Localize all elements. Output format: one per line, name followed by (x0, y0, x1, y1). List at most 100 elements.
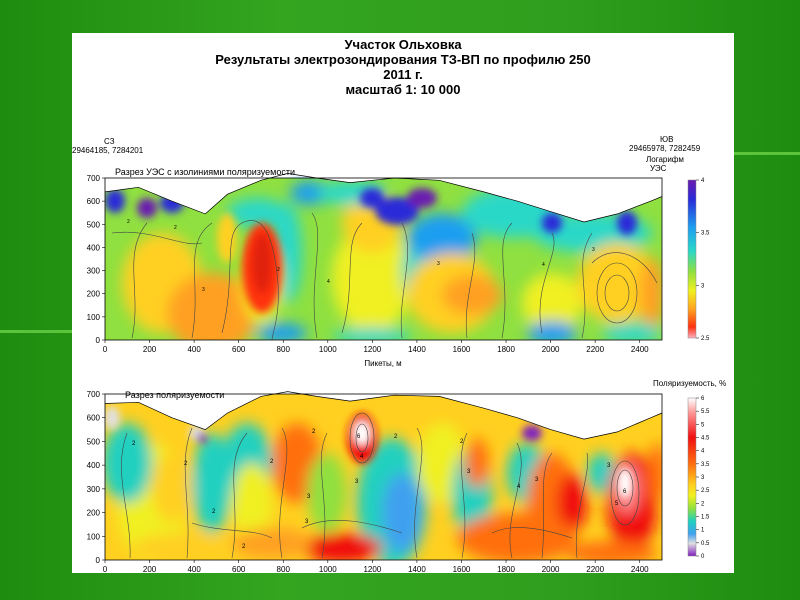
x-tick-label: 2000 (542, 345, 560, 354)
colorbar-b-ticks: 6 5.5 5 4.5 4 3.5 3 2.5 2 1.5 1 0.5 0 (696, 396, 710, 560)
contour-label: 3 (607, 463, 611, 469)
y-tick-label: 500 (87, 437, 101, 446)
contour-label: 3 (202, 287, 205, 293)
resistivity-section: Разрез УЭС с изолиниями поляризуемости (87, 155, 710, 368)
x-tick-label: 800 (277, 565, 291, 573)
colorbar-tick-label: 1.5 (701, 515, 710, 521)
contour-label: 6 (623, 489, 627, 495)
colorbar-tick-label: 2 (701, 501, 705, 507)
title-line-1: Участок Ольховка (344, 37, 462, 52)
colorbar-a (687, 179, 697, 339)
profile-left-coords: 29464185, 7284201 (72, 146, 144, 155)
x-tick-label: 1400 (408, 345, 426, 354)
y-tick-label: 500 (87, 220, 101, 229)
resistivity-isolines (111, 212, 658, 340)
y-tick-label: 400 (87, 461, 101, 470)
x-tick-label: 2200 (586, 565, 604, 573)
x-tick-label: 2200 (586, 345, 604, 354)
x-tick-label: 600 (232, 345, 246, 354)
contour-label: 3 (307, 494, 311, 500)
x-tick-label: 1000 (319, 345, 337, 354)
colorbar-a-title-1: Логарифм (646, 155, 684, 164)
contour-label: 2 (242, 544, 246, 550)
colorbar-tick-label: 3.5 (701, 231, 710, 237)
colorbar-tick-label: 4.5 (701, 436, 710, 442)
title-line-2: Результаты электрозондирования ТЗ-ВП по … (215, 52, 591, 67)
x-tick-label: 1600 (453, 565, 471, 573)
contour-label: 3 (305, 519, 309, 525)
contour-label: 3 (355, 479, 359, 485)
chart-a-xlabel: Пикеты, м (364, 359, 401, 368)
contour-label: 4 (542, 262, 545, 268)
x-tick-label: 1200 (363, 345, 381, 354)
contour-label: 2 (212, 509, 216, 515)
colorbar-tick-label: 1 (701, 528, 705, 534)
x-tick-label: 200 (143, 345, 157, 354)
colorbar-a-ticks: 4 3.5 3 2.5 (696, 178, 710, 342)
y-tick-label: 0 (96, 556, 101, 565)
chart-b-axes: 0 200 400 600 800 1000 1200 1400 1600 1800 2000 220… (87, 390, 650, 573)
figure-panel: Участок Ольховка Результаты электрозонди… (72, 33, 734, 573)
y-tick-label: 100 (87, 532, 101, 541)
x-tick-label: 0 (103, 345, 108, 354)
contour-label: 4 (517, 484, 521, 490)
y-tick-label: 600 (87, 197, 101, 206)
x-tick-label: 2400 (631, 565, 649, 573)
y-tick-label: 300 (87, 485, 101, 494)
profile-right-direction: ЮВ (660, 135, 674, 144)
sections-svg: Разрез УЭС с изолиниями поляризуемости (87, 155, 727, 573)
y-tick-label: 600 (87, 414, 101, 423)
contour-label: 4 (327, 279, 330, 285)
contour-label: 2 (184, 461, 188, 467)
polarizability-section: Разрез поляризуемости Поляризуемость, % (87, 379, 727, 573)
contour-label: 2 (460, 439, 464, 445)
x-tick-label: 1200 (363, 565, 381, 573)
contour-label: 3 (437, 261, 440, 267)
colorbar-a-title-2: УЭС (650, 164, 667, 173)
x-tick-label: 2000 (542, 565, 560, 573)
contour-label: 5 (615, 501, 619, 507)
colorbar-tick-label: 5 (701, 422, 705, 428)
colorbar-tick-label: 2.5 (701, 488, 710, 494)
chart-a-title: Разрез УЭС с изолиниями поляризуемости (115, 167, 295, 177)
colorbar-tick-label: 4 (701, 178, 705, 184)
profile-right-coords: 29465978, 7282459 (629, 144, 701, 153)
y-tick-label: 0 (96, 336, 101, 345)
colorbar-tick-label: 6 (701, 396, 705, 402)
colorbar-tick-label: 3.5 (701, 462, 710, 468)
chart-a-axes: 0 200 400 600 800 1000 1200 1400 1600 1800 2000 220… (87, 174, 650, 354)
chart-b-title: Разрез поляризуемости (125, 390, 224, 400)
x-tick-label: 2400 (631, 345, 649, 354)
title-line-3: 2011 г. (383, 67, 423, 82)
x-tick-label: 1000 (319, 565, 337, 573)
contour-label: 3 (535, 477, 539, 483)
colorbar-tick-label: 3 (701, 475, 705, 481)
contour-label: 2 (174, 225, 177, 231)
chart-a-contour-labels: 2 2 3 2 4 3 4 3 (127, 219, 595, 293)
y-tick-label: 300 (87, 267, 101, 276)
contour-label: 2 (132, 441, 136, 447)
contour-label: 2 (127, 219, 130, 225)
polarizability-isolines (121, 412, 640, 559)
y-tick-label: 200 (87, 509, 101, 518)
y-tick-label: 400 (87, 243, 101, 252)
x-tick-label: 600 (232, 565, 246, 573)
colorbar-tick-label: 3 (701, 283, 705, 289)
surface-line (104, 173, 663, 223)
x-tick-label: 1400 (408, 565, 426, 573)
surface-line (104, 391, 663, 440)
y-tick-label: 200 (87, 290, 101, 299)
colorbar-tick-label: 2.5 (701, 336, 710, 342)
contour-label: 2 (270, 459, 274, 465)
x-tick-label: 200 (143, 565, 157, 573)
chart-a-frame (104, 177, 663, 341)
colorbar-tick-label: 0 (701, 554, 705, 560)
contour-label: 3 (467, 469, 471, 475)
x-tick-label: 1800 (497, 565, 515, 573)
colorbar-b-title: Поляризуемость, % (653, 379, 726, 388)
decor-line (0, 330, 72, 333)
chart-b-frame (104, 393, 663, 561)
title-line-4: масштаб 1: 10 000 (345, 82, 461, 97)
x-tick-label: 1600 (453, 345, 471, 354)
y-tick-label: 100 (87, 313, 101, 322)
